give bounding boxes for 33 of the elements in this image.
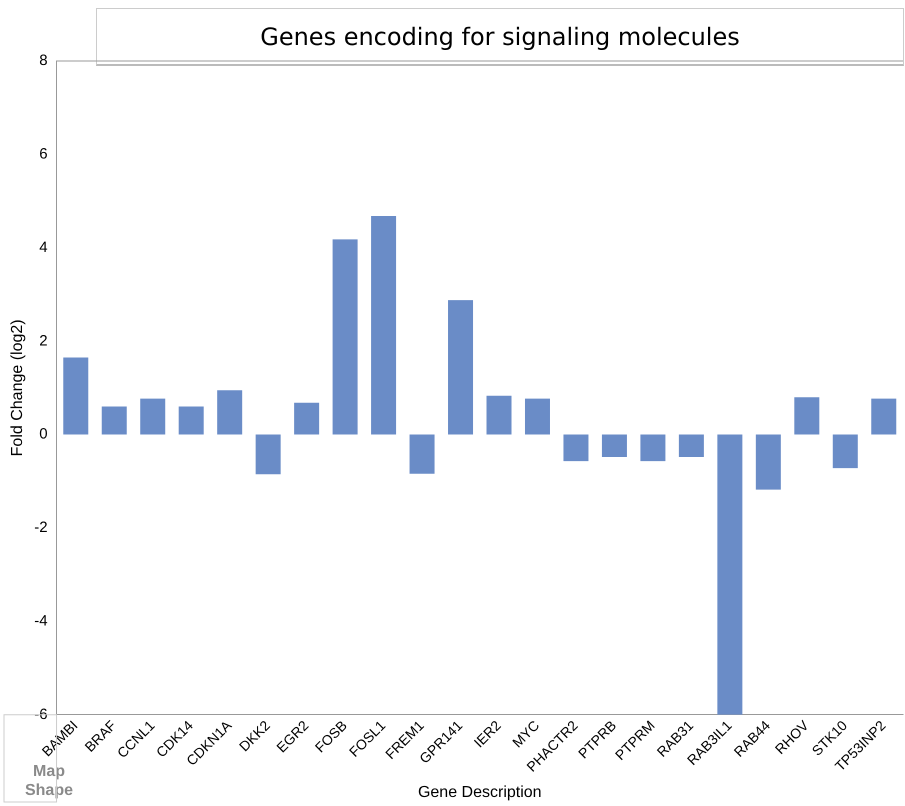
bar <box>294 402 320 435</box>
y-tick-label: 4 <box>39 238 48 256</box>
bar <box>332 239 358 435</box>
bar <box>63 358 88 435</box>
bar <box>140 398 166 435</box>
x-axis-title: Gene Description <box>418 784 542 801</box>
y-tick-label: 0 <box>39 426 48 443</box>
bar <box>410 434 435 474</box>
text: Map Shape <box>24 762 74 800</box>
bar <box>794 397 820 435</box>
bar <box>717 434 742 715</box>
bar <box>217 390 242 435</box>
y-tick-label: 8 <box>39 52 48 70</box>
bar <box>524 398 550 435</box>
bar <box>371 216 396 435</box>
bar <box>602 434 627 457</box>
bar <box>178 406 204 435</box>
bar <box>756 434 781 490</box>
bar <box>563 434 588 462</box>
bar <box>678 434 704 457</box>
chart-title: Genes encoding for signaling molecules <box>96 8 904 66</box>
bar <box>486 396 512 435</box>
bar <box>871 398 896 435</box>
bar <box>640 434 666 462</box>
bar <box>102 406 127 435</box>
bar <box>448 300 474 435</box>
y-tick-label: 2 <box>39 332 48 350</box>
y-tick-label: -2 <box>34 519 48 536</box>
y-tick-label: -4 <box>34 612 48 630</box>
y-axis-title: Fold Change (log2) <box>9 319 26 456</box>
bar <box>256 434 281 474</box>
bar <box>832 434 858 468</box>
y-tick-label: 6 <box>39 146 48 163</box>
